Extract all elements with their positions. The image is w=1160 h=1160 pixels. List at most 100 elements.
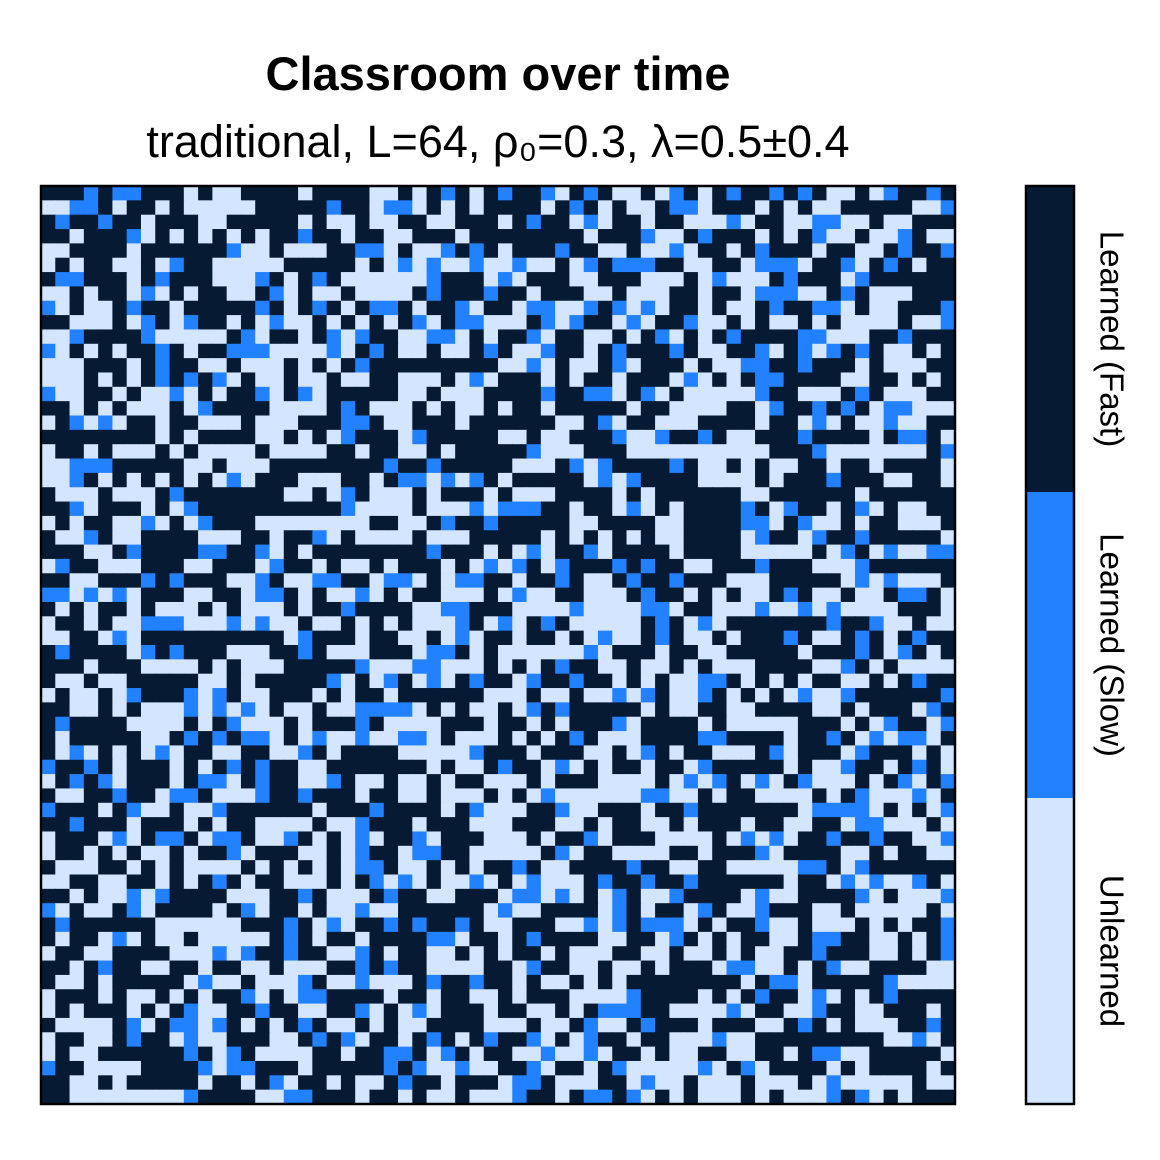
heatmap-cell [640,860,656,876]
heatmap-cell [498,487,513,503]
heatmap-cell [697,300,713,316]
heatmap-cell [855,874,870,890]
heatmap-cell [83,1075,99,1091]
heatmap-cell [740,501,756,517]
heatmap-cell [869,673,885,689]
heatmap-cell [326,415,342,431]
heatmap-cell [683,946,699,962]
heatmap-cell [412,989,428,1005]
heatmap-cell [83,300,99,316]
heatmap-cell [412,716,428,732]
heatmap-cell [198,386,213,402]
heatmap-cell [669,200,685,216]
heatmap-cell [55,716,71,732]
heatmap-cell [883,688,899,703]
heatmap-cell [655,731,670,746]
heatmap-cell [126,673,142,689]
heatmap-cell [112,214,128,230]
heatmap-cell [226,472,242,488]
heatmap-cell [198,931,213,947]
heatmap-cell [712,544,728,560]
heatmap-cell [41,472,56,488]
heatmap-cell [740,860,756,876]
heatmap-cell [412,745,428,761]
heatmap-cell [355,573,371,589]
heatmap-cell [112,386,128,402]
heatmap-cell [412,1003,428,1019]
heatmap-cell [726,587,742,603]
heatmap-cell [783,315,799,331]
heatmap-cell [783,587,799,603]
heatmap-cell [712,515,728,531]
heatmap-cell [183,673,199,689]
heatmap-cell [797,702,813,718]
heatmap-cell [840,515,856,531]
heatmap-cell [926,917,942,933]
heatmap-cell [740,243,756,259]
heatmap-cell [540,386,556,402]
heatmap-cell [726,458,742,474]
heatmap-cell [683,759,699,775]
heatmap-cell [169,774,185,790]
heatmap-cell [926,1046,942,1062]
heatmap-cell [569,200,585,216]
heatmap-cell [55,731,71,746]
heatmap-cell [412,845,428,861]
heatmap-cell [198,286,213,302]
heatmap-cell [140,946,156,962]
heatmap-cell [283,817,299,833]
heatmap-cell [255,1075,271,1091]
heatmap-cell [326,558,342,574]
heatmap-cell [683,530,699,546]
colorbar-label: Unlearned [1094,875,1131,1027]
heatmap-cell [155,601,171,617]
heatmap-cell [312,343,328,359]
heatmap-cell [555,1003,571,1019]
heatmap-cell [169,702,185,718]
heatmap-cell [626,200,642,216]
heatmap-cell [755,860,770,876]
heatmap-cell [269,358,285,374]
heatmap-cell [740,472,756,488]
heatmap-cell [669,214,685,230]
heatmap-cell [526,1017,542,1033]
heatmap-cell [412,386,428,402]
heatmap-cell [512,300,528,316]
heatmap-cell [583,186,599,201]
heatmap-cell [98,186,114,201]
heatmap-cell [126,515,142,531]
heatmap-cell [797,1046,813,1062]
heatmap-cell [183,300,199,316]
heatmap-cell [169,917,185,933]
heatmap-cell [340,386,356,402]
heatmap-cell [526,845,542,861]
heatmap-cell [283,300,299,316]
heatmap-cell [212,802,228,818]
heatmap-cell [183,888,199,904]
heatmap-cell [583,501,599,517]
heatmap-cell [98,645,114,660]
heatmap-cell [326,343,342,359]
heatmap-cell [140,257,156,273]
heatmap-cell [569,673,585,689]
heatmap-cell [312,630,328,646]
heatmap-cell [412,1075,428,1091]
heatmap-cell [426,1046,442,1062]
heatmap-cell [512,501,528,517]
heatmap-cell [869,558,885,574]
heatmap-cell [55,1032,71,1048]
heatmap-cell [369,257,385,273]
heatmap-cell [812,401,828,417]
heatmap-cell [512,429,528,445]
heatmap-cell [98,788,114,804]
heatmap-cell [69,601,85,617]
heatmap-cell [855,229,870,244]
heatmap-cell [512,458,528,474]
heatmap-cell [355,817,371,833]
heatmap-cell [98,243,114,259]
heatmap-cell [683,774,699,790]
heatmap-cell [640,788,656,804]
heatmap-cell [412,917,428,933]
heatmap-cell [840,243,856,259]
